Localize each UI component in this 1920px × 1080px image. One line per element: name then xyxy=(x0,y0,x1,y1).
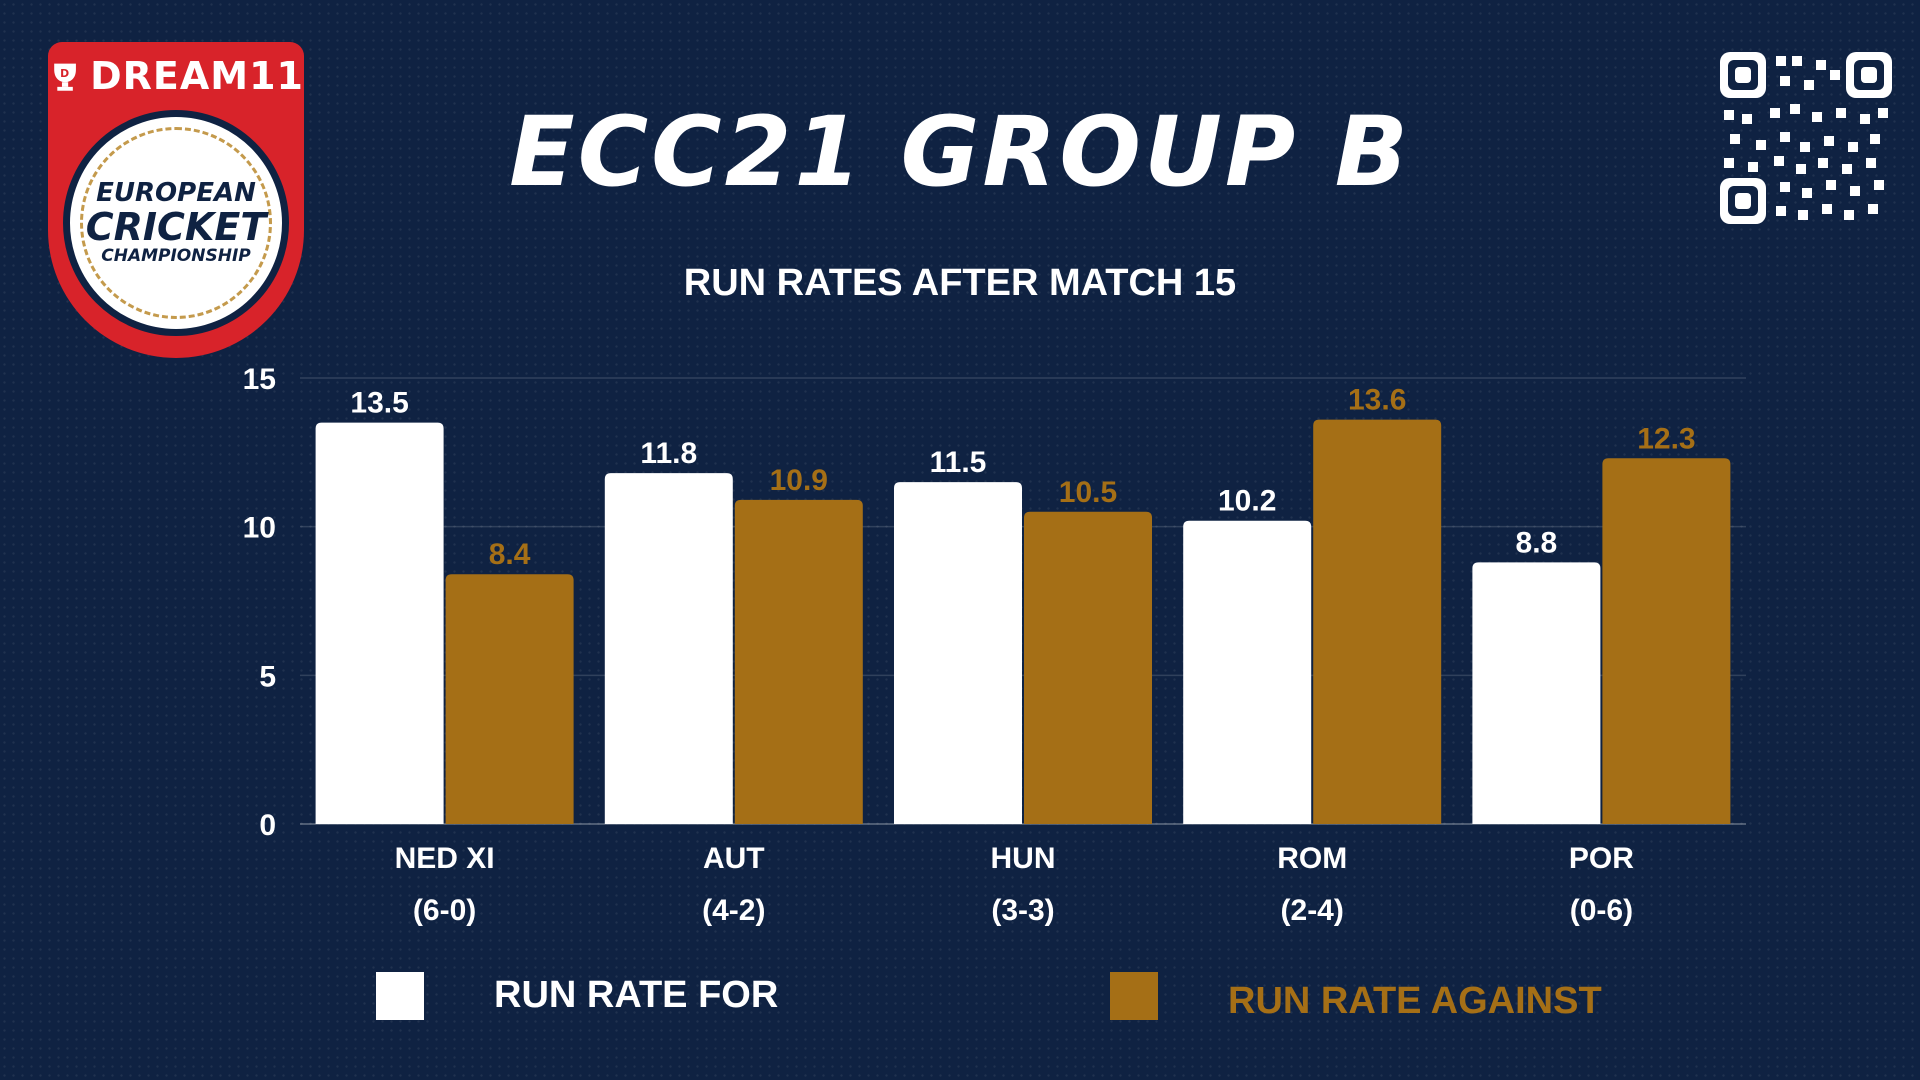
x-tick-label: AUT xyxy=(703,842,765,875)
y-tick-label: 10 xyxy=(243,512,276,545)
y-tick-label: 15 xyxy=(243,363,276,396)
data-label-for: 13.5 xyxy=(350,387,408,420)
bar-run-rate-against xyxy=(1602,458,1731,824)
x-tick-label: POR xyxy=(1569,842,1634,875)
brand-name: D DREAM11 xyxy=(48,54,304,98)
ball-seam xyxy=(80,127,272,319)
x-tick-label: NED XI xyxy=(395,842,495,875)
data-label-for: 11.5 xyxy=(930,446,987,479)
chart-subtitle: RUN RATES AFTER MATCH 15 xyxy=(683,262,1237,304)
data-label-against: 13.6 xyxy=(1348,384,1406,417)
bar-run-rate-for xyxy=(604,473,733,824)
y-tick-label: 5 xyxy=(259,660,276,693)
badge-line-2: CRICKET xyxy=(85,204,267,249)
badge-line-3: CHAMPIONSHIP xyxy=(101,245,251,266)
bar-run-rate-for xyxy=(315,422,444,824)
dream11-ecc-logo: D DREAM11 EUROPEAN CRICKET CHAMPIONSHIP xyxy=(48,42,304,358)
legend-swatch-against xyxy=(1110,972,1158,1020)
qr-code-icon xyxy=(1720,52,1892,224)
data-label-against: 8.4 xyxy=(489,538,531,571)
legend-label-against: RUN RATE AGAINST xyxy=(1228,980,1602,1022)
trophy-icon: D xyxy=(54,63,76,91)
svg-text:D: D xyxy=(60,67,70,80)
data-label-for: 11.8 xyxy=(640,437,697,470)
legend-swatch-for xyxy=(376,972,424,1020)
bar-run-rate-for xyxy=(894,482,1022,824)
x-tick-label: HUN xyxy=(991,842,1056,875)
x-tick-record: (4-2) xyxy=(702,894,765,927)
bar-run-rate-against xyxy=(1024,511,1152,824)
bar-run-rate-against xyxy=(445,574,574,824)
data-label-against: 12.3 xyxy=(1637,422,1695,455)
x-tick-label: ROM xyxy=(1277,842,1347,875)
data-label-for: 10.2 xyxy=(1218,485,1276,518)
bar-run-rate-for xyxy=(1472,562,1601,824)
y-tick-label: 0 xyxy=(259,809,276,842)
brand-name-text: DREAM11 xyxy=(90,54,304,98)
data-label-against: 10.5 xyxy=(1059,476,1117,509)
bar-run-rate-against xyxy=(734,499,863,824)
championship-badge: EUROPEAN CRICKET CHAMPIONSHIP xyxy=(63,110,289,336)
x-tick-record: (3-3) xyxy=(991,894,1054,927)
data-label-against: 10.9 xyxy=(770,464,828,497)
bar-run-rate-against xyxy=(1313,419,1442,824)
x-tick-record: (2-4) xyxy=(1281,894,1344,927)
x-tick-record: (6-0) xyxy=(413,894,476,927)
legend-label-for: RUN RATE FOR xyxy=(494,974,779,1016)
badge-line-1: EUROPEAN xyxy=(96,178,256,209)
x-tick-record: (0-6) xyxy=(1570,894,1633,927)
bar-run-rate-for xyxy=(1183,520,1312,824)
page-title: ECC21 GROUP B xyxy=(509,96,1411,208)
data-label-for: 8.8 xyxy=(1516,526,1558,559)
